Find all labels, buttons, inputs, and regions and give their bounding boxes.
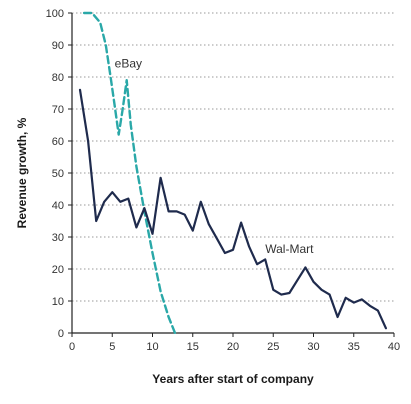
grid-lines	[72, 12, 394, 302]
y-tick-label-30: 30	[52, 232, 64, 244]
axes	[68, 12, 395, 337]
x-tick-label-40: 40	[388, 341, 400, 353]
x-tick-labels: 0 5 10 15 20 25 30 35 40	[69, 341, 400, 353]
x-tick-label-0: 0	[69, 341, 75, 353]
y-tick-label-100: 100	[46, 8, 64, 20]
y-tick-label-0: 0	[58, 328, 64, 340]
y-tick-label-80: 80	[52, 72, 64, 84]
x-axis-label: Years after start of company	[152, 372, 314, 386]
series-lines	[78, 11, 387, 335]
y-tick-labels: 0 10 20 30 40 50 60 70 80 90 100	[46, 8, 64, 340]
series-label-ebay: eBay	[115, 56, 142, 70]
series-line-wal-mart	[78, 88, 387, 330]
y-tick-label-60: 60	[52, 136, 64, 148]
x-tick-label-15: 15	[187, 341, 199, 353]
x-tick-label-10: 10	[146, 341, 158, 353]
y-tick-label-40: 40	[52, 200, 64, 212]
x-tick-label-25: 25	[267, 341, 279, 353]
y-tick-label-50: 50	[52, 168, 64, 180]
y-tick-label-90: 90	[52, 40, 64, 52]
y-tick-label-70: 70	[52, 104, 64, 116]
y-axis-label: Revenue growth, %	[15, 117, 29, 228]
x-tick-label-5: 5	[109, 341, 115, 353]
series-annotations: eBay Wal-Mart	[115, 56, 314, 256]
series-line-ebay	[82, 11, 177, 335]
y-tick-label-20: 20	[52, 264, 64, 276]
x-tick-label-20: 20	[227, 341, 239, 353]
series-label-wal-mart: Wal-Mart	[265, 242, 314, 256]
x-tick-label-30: 30	[307, 341, 319, 353]
y-tick-label-10: 10	[52, 296, 64, 308]
x-tick-label-35: 35	[348, 341, 360, 353]
